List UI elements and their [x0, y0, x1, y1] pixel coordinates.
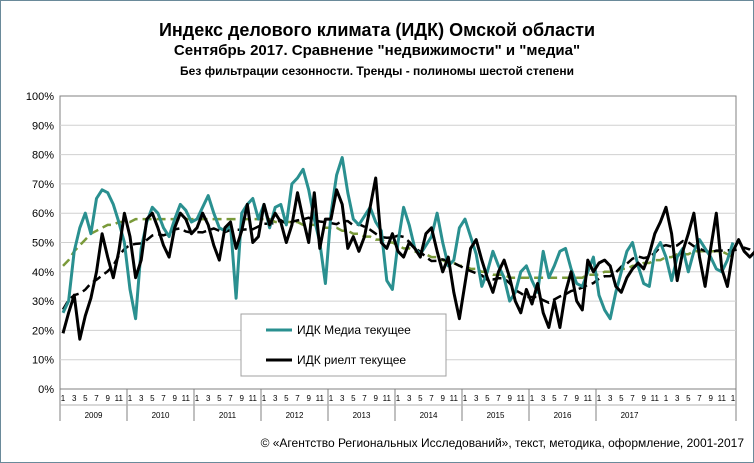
x-tick-label: 11 — [651, 394, 660, 403]
x-tick-label: 11 — [182, 394, 191, 403]
x-tick-label: 1 — [329, 394, 334, 403]
x-tick-label: 7 — [630, 394, 635, 403]
x-tick-label: 5 — [619, 394, 624, 403]
x-tick-label: 3 — [139, 394, 144, 403]
x-tick-label: 7 — [496, 394, 501, 403]
x-tick-label: 7 — [161, 394, 166, 403]
x-tick-label: 11 — [584, 394, 593, 403]
x-tick-label: 9 — [708, 394, 713, 403]
x-tick-label: 3 — [675, 394, 680, 403]
x-tick-label: 9 — [507, 394, 512, 403]
x-tick-label: 11 — [316, 394, 325, 403]
y-tick-label: 90% — [32, 120, 54, 132]
year-label: 2011 — [219, 411, 237, 420]
x-tick-label: 7 — [94, 394, 99, 403]
x-tick-label: 5 — [217, 394, 222, 403]
x-tick-label: 11 — [383, 394, 392, 403]
x-tick-label: 7 — [429, 394, 434, 403]
y-tick-label: 10% — [32, 355, 54, 367]
x-tick-label: 5 — [485, 394, 490, 403]
legend-label-realty: ИДК риелт текущее — [297, 353, 406, 367]
y-tick-label: 80% — [32, 150, 54, 162]
copyright-credit: © «Агентство Региональных Исследований»,… — [260, 436, 744, 450]
x-tick-label: 9 — [239, 394, 244, 403]
legend-label-media: ИДК Медиа текущее — [297, 323, 411, 337]
x-tick-label: 9 — [306, 394, 311, 403]
x-tick-label: 9 — [440, 394, 445, 403]
x-tick-label: 1 — [195, 394, 200, 403]
x-tick-label: 1 — [731, 394, 736, 403]
x-tick-label: 3 — [72, 394, 77, 403]
year-label: 2010 — [152, 411, 170, 420]
x-tick-label: 11 — [249, 394, 258, 403]
x-tick-label: 3 — [541, 394, 546, 403]
x-tick-label: 5 — [150, 394, 155, 403]
x-tick-label: 3 — [273, 394, 278, 403]
x-tick-label: 5 — [284, 394, 289, 403]
x-tick-label: 3 — [608, 394, 613, 403]
x-tick-label: 7 — [228, 394, 233, 403]
x-tick-label: 1 — [597, 394, 602, 403]
x-tick-label: 9 — [172, 394, 177, 403]
x-tick-label: 1 — [262, 394, 267, 403]
year-label: 2012 — [286, 411, 304, 420]
x-tick-label: 9 — [373, 394, 378, 403]
x-tick-label: 9 — [641, 394, 646, 403]
x-axis: 1 3 5 7 9 11 1 3 5 7 9 11 1 3 5 7 9 11 1 3 5 7 9 11 1 3 5 7 9 11 1 3 5 7 9… — [59, 389, 737, 421]
x-tick-label: 1 — [61, 394, 66, 403]
year-label: 2016 — [554, 411, 572, 420]
y-tick-label: 40% — [32, 267, 54, 279]
year-label: 2014 — [420, 411, 438, 420]
x-tick-label: 5 — [686, 394, 691, 403]
series-line-media — [61, 156, 735, 321]
x-tick-label: 11 — [115, 394, 124, 403]
legend-box — [240, 313, 447, 377]
chart-subtitle: Сентябрь 2017. Сравнение "недвижимости" … — [173, 42, 581, 59]
x-tick-label: 5 — [351, 394, 356, 403]
x-tick-label: 7 — [697, 394, 702, 403]
x-tick-label: 7 — [563, 394, 568, 403]
x-tick-label: 3 — [340, 394, 345, 403]
x-tick-label: 9 — [105, 394, 110, 403]
x-tick-label: 1 — [463, 394, 468, 403]
x-tick-label: 1 — [396, 394, 401, 403]
x-tick-label: 3 — [474, 394, 479, 403]
x-tick-label: 9 — [574, 394, 579, 403]
y-axis: 0% 10% 20% 30% 40% 50% 60% 70% 80% 90% 100% — [26, 91, 54, 396]
x-tick-label: 1 — [664, 394, 669, 403]
year-label: 2009 — [85, 411, 103, 420]
x-tick-label: 5 — [552, 394, 557, 403]
series-line-realty — [61, 176, 754, 341]
x-tick-label: 1 — [530, 394, 535, 403]
y-tick-label: 100% — [26, 91, 54, 103]
y-tick-label: 0% — [38, 384, 54, 396]
x-tick-label: 5 — [418, 394, 423, 403]
year-label: 2017 — [621, 411, 639, 420]
x-tick-label: 11 — [450, 394, 459, 403]
chart-title: Индекс делового климата (ИДК) Омской обл… — [158, 20, 596, 40]
x-tick-label: 3 — [407, 394, 412, 403]
year-label: 2013 — [353, 411, 371, 420]
x-tick-label: 7 — [295, 394, 300, 403]
year-label: 2015 — [487, 411, 505, 420]
y-tick-label: 60% — [32, 208, 54, 220]
x-tick-label: 3 — [206, 394, 211, 403]
chart-subtitle-2: Без фильтрации сезонности. Тренды - поли… — [180, 64, 574, 78]
y-tick-label: 70% — [32, 179, 54, 191]
trend-line-realty — [61, 216, 754, 311]
x-tick-label: 11 — [517, 394, 526, 403]
y-tick-label: 30% — [32, 296, 54, 308]
x-tick-label: 7 — [362, 394, 367, 403]
x-tick-label: 1 — [128, 394, 133, 403]
y-tick-label: 20% — [32, 325, 54, 337]
legend: ИДК Медиа текущее ИДК риелт текущее — [240, 313, 447, 377]
y-tick-label: 50% — [32, 238, 54, 250]
x-tick-label: 11 — [718, 394, 727, 403]
x-tick-label: 5 — [83, 394, 88, 403]
series-lines — [61, 156, 754, 341]
